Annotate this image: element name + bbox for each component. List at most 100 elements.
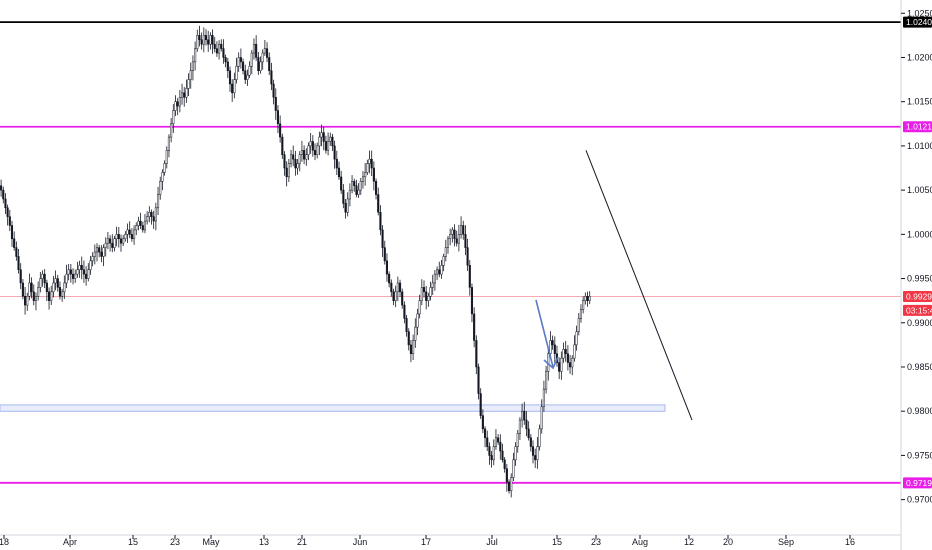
candle-body: [333, 145, 336, 160]
candle-body: [481, 415, 484, 430]
candle-body: [102, 247, 105, 257]
candle-body: [233, 79, 236, 94]
candle-body: [418, 300, 421, 315]
candle-body: [183, 92, 186, 98]
candle-body: [207, 39, 210, 45]
candle-body: [571, 357, 574, 368]
candle-body: [218, 43, 221, 54]
candle-body: [538, 428, 541, 447]
candle-body: [15, 247, 18, 257]
candle-body: [475, 340, 478, 368]
candle-body: [139, 220, 142, 226]
y-tick-label: 1.01000: [907, 141, 932, 151]
candle-body: [516, 433, 519, 447]
y-tick-label: 0.98000: [907, 406, 932, 416]
candle-body: [113, 238, 116, 248]
candle-body: [266, 48, 269, 58]
candle-body: [346, 198, 349, 213]
candle-body: [250, 52, 253, 67]
candle-body: [307, 145, 310, 156]
candle-body: [80, 265, 83, 270]
candle-body: [455, 238, 458, 244]
candle-body: [270, 70, 273, 85]
price-badge-bg: [903, 16, 932, 28]
x-tick-label: 23: [170, 537, 180, 547]
candle-body: [146, 216, 149, 222]
candle-body: [82, 269, 85, 275]
candle-body: [200, 39, 203, 45]
candle-body: [294, 158, 297, 169]
candle-body: [244, 70, 247, 80]
candle-body: [521, 410, 524, 421]
candles: [0, 25, 591, 498]
candle-body: [318, 136, 321, 147]
candle-body: [451, 229, 454, 235]
x-tick-label: 17: [421, 537, 431, 547]
price-axis: 1.02500 1.02000 1.01500 1.01000 1.00500 1.000…: [900, 0, 932, 550]
candle-body: [514, 446, 517, 461]
price-badge-label: 0.99297: [906, 292, 932, 302]
candle-body: [272, 83, 275, 98]
price-badge-bg: [903, 121, 932, 133]
candle-body: [28, 282, 31, 297]
candle-body: [67, 269, 70, 275]
candle-body: [10, 225, 14, 240]
candle-body: [159, 181, 162, 195]
x-tick-label: 16: [845, 537, 855, 547]
y-tick-label: 0.97500: [907, 450, 932, 460]
candle-body: [95, 247, 99, 253]
candle-body: [407, 331, 410, 346]
support-zone-rect: [0, 404, 666, 412]
candle-body: [54, 278, 57, 284]
candle-body: [409, 344, 412, 354]
candle-body: [505, 468, 508, 483]
candle-body: [344, 203, 347, 213]
candle-body: [150, 211, 153, 217]
candle-body: [542, 388, 545, 408]
candle-body: [98, 247, 101, 253]
candle-body: [161, 172, 164, 182]
candle-body: [331, 136, 334, 147]
candle-body: [359, 181, 362, 191]
y-tick-label: 0.98500: [907, 362, 932, 372]
candle-body: [281, 136, 284, 156]
candle-body: [401, 291, 404, 306]
horizontal-lines: [0, 21, 901, 484]
candle-body: [170, 123, 173, 138]
candle-body: [536, 446, 539, 461]
candle-body: [257, 57, 260, 71]
candle-body: [104, 242, 107, 248]
candle-body: [263, 48, 266, 54]
candle-body: [228, 70, 232, 85]
candle-body: [124, 234, 127, 240]
candle-body: [414, 326, 417, 341]
price-badge: 03:15:46: [903, 304, 932, 316]
y-tick-label: 0.99500: [907, 274, 932, 284]
candle-body: [566, 353, 569, 363]
candle-body: [17, 256, 20, 270]
price-badge-label: 0.97190: [906, 478, 932, 488]
support-zone: [0, 404, 666, 412]
candle-body: [141, 225, 144, 231]
candle-body: [558, 362, 561, 372]
candle-body: [285, 167, 288, 178]
candle-body: [586, 295, 589, 301]
candle-body: [368, 158, 371, 164]
candle-body: [56, 278, 59, 288]
candle-body: [185, 88, 188, 98]
y-tick-label: 0.97000: [907, 495, 932, 505]
candle-body: [152, 216, 155, 222]
candle-body: [510, 477, 513, 492]
candle-body: [224, 57, 227, 63]
candle-body: [24, 295, 27, 306]
candle-body: [19, 269, 22, 284]
candle-body: [553, 344, 556, 354]
candle-body: [100, 251, 103, 257]
candle-body: [470, 287, 474, 315]
candle-body: [512, 459, 515, 478]
candle-body: [316, 145, 319, 156]
candle-body: [43, 273, 46, 284]
candle-body: [507, 481, 511, 492]
candle-body: [584, 295, 587, 301]
